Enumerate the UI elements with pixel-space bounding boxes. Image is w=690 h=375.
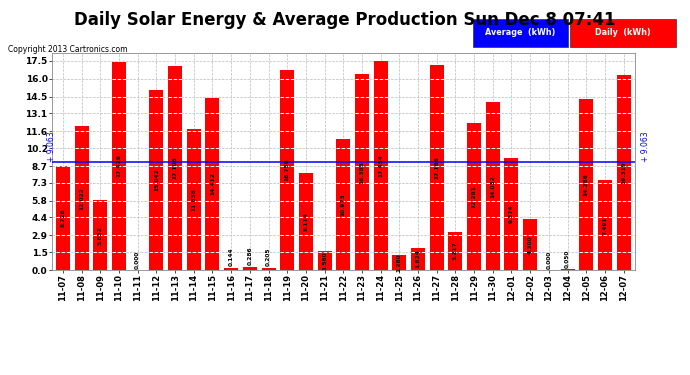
Text: 1.280: 1.280 [397, 253, 402, 272]
Text: 1.824: 1.824 [415, 250, 420, 268]
Bar [571, 19, 676, 47]
Text: 16.759: 16.759 [285, 159, 290, 181]
Text: 4.300: 4.300 [528, 235, 533, 254]
Text: 16.319: 16.319 [621, 161, 626, 184]
Bar [617, 75, 631, 270]
Bar [523, 219, 537, 270]
Text: 17.426: 17.426 [117, 154, 121, 177]
Text: 10.973: 10.973 [341, 193, 346, 216]
Text: 8.114: 8.114 [304, 212, 308, 231]
Bar [206, 98, 219, 270]
Bar [598, 180, 612, 270]
Text: 8.728: 8.728 [61, 209, 66, 227]
Bar [243, 267, 257, 270]
Bar [486, 102, 500, 270]
Bar [299, 173, 313, 270]
Text: 5.832: 5.832 [98, 226, 103, 245]
Bar [336, 139, 351, 270]
Text: 14.032: 14.032 [491, 175, 495, 198]
Bar [187, 129, 201, 270]
Bar [473, 19, 569, 47]
Text: 17.186: 17.186 [434, 156, 440, 179]
Bar [374, 62, 388, 270]
Text: 9.374: 9.374 [509, 205, 514, 223]
Text: Daily  (kWh): Daily (kWh) [595, 28, 651, 37]
Text: 12.281: 12.281 [471, 185, 477, 208]
Bar [262, 267, 275, 270]
Text: 17.106: 17.106 [172, 156, 177, 179]
Text: 0.144: 0.144 [228, 248, 234, 267]
Text: 0.000: 0.000 [135, 251, 140, 269]
Text: 0.050: 0.050 [565, 249, 570, 268]
Bar [150, 90, 164, 270]
Bar [393, 255, 406, 270]
Text: 14.412: 14.412 [210, 172, 215, 195]
Bar [280, 70, 294, 270]
Bar [56, 166, 70, 270]
Text: 7.491: 7.491 [602, 216, 607, 234]
Text: 0.205: 0.205 [266, 247, 271, 266]
Bar [430, 64, 444, 270]
Bar [112, 62, 126, 270]
Bar [467, 123, 481, 270]
Text: + 9.063: + 9.063 [641, 131, 650, 162]
Text: Copyright 2013 Cartronics.com: Copyright 2013 Cartronics.com [8, 45, 128, 54]
Bar [317, 251, 332, 270]
Bar [448, 231, 462, 270]
Bar [224, 268, 238, 270]
Text: 16.385: 16.385 [359, 160, 364, 183]
Text: 15.042: 15.042 [154, 169, 159, 192]
Text: 14.286: 14.286 [584, 173, 589, 196]
Text: 0.286: 0.286 [247, 246, 253, 265]
Text: 0.000: 0.000 [546, 251, 551, 269]
Text: + 9.063: + 9.063 [47, 131, 56, 162]
Bar [504, 158, 518, 270]
Text: 12.022: 12.022 [79, 187, 84, 210]
Bar [355, 74, 369, 270]
Bar [75, 126, 88, 270]
Bar [168, 66, 182, 270]
Text: Daily Solar Energy & Average Production Sun Dec 8 07:41: Daily Solar Energy & Average Production … [75, 11, 615, 29]
Bar [579, 99, 593, 270]
Text: 3.217: 3.217 [453, 242, 458, 260]
Text: 1.580: 1.580 [322, 251, 327, 270]
Text: Average  (kWh): Average (kWh) [485, 28, 555, 37]
Bar [411, 248, 425, 270]
Text: 17.454: 17.454 [378, 154, 383, 177]
Text: 11.838: 11.838 [191, 188, 196, 211]
Bar [560, 269, 575, 270]
Bar [93, 200, 108, 270]
